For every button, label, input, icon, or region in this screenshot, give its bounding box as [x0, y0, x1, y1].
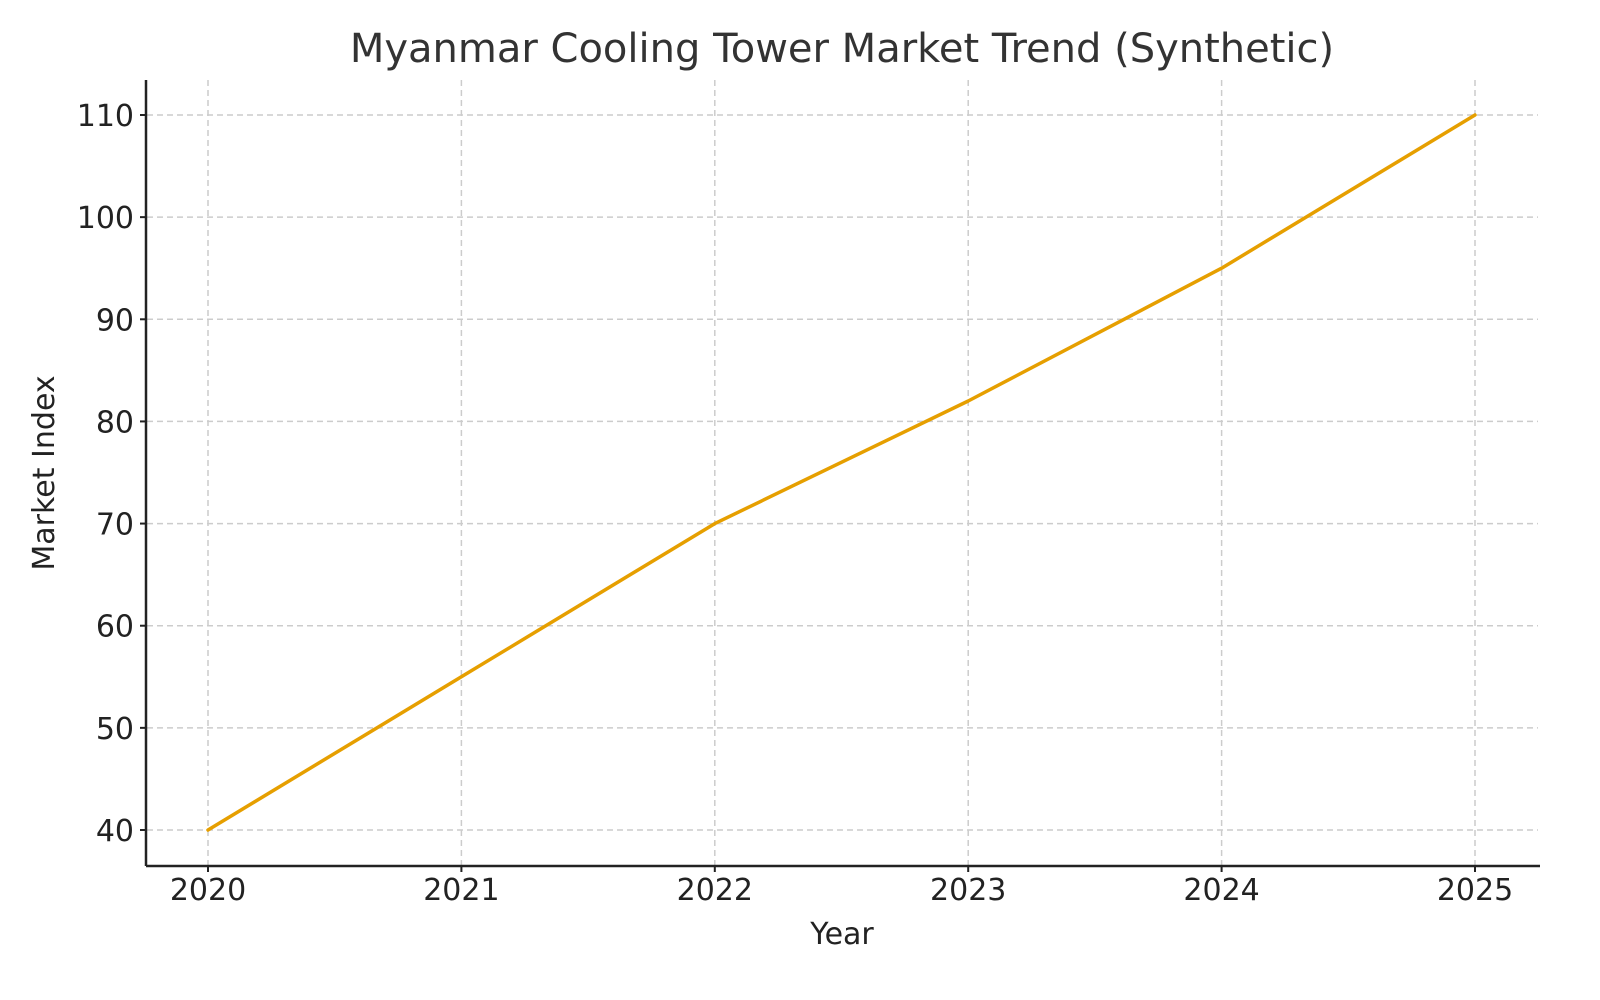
x-tick-label: 2022	[677, 873, 753, 908]
y-tick-label: 100	[77, 201, 134, 236]
data-series	[206, 113, 1477, 832]
x-tick-label: 2021	[423, 873, 499, 908]
x-axis-label: Year	[809, 917, 874, 952]
grid-lines	[147, 80, 1538, 865]
x-tick-label: 2020	[170, 873, 246, 908]
y-tick-label: 70	[96, 508, 134, 543]
y-tick-label: 80	[96, 405, 134, 440]
y-tick-label: 110	[77, 99, 134, 134]
y-tick-label: 90	[96, 303, 134, 338]
x-tick-label: 2025	[1437, 873, 1513, 908]
chart-title: Myanmar Cooling Tower Market Trend (Synt…	[350, 26, 1334, 72]
x-axis-ticks: 2020 2021 2022 2023 2024 2025	[170, 866, 1513, 908]
x-tick-label: 2024	[1183, 873, 1259, 908]
y-tick-label: 50	[96, 712, 134, 747]
y-axis-ticks: 40 50 60 70 80 90 100 110	[77, 99, 146, 849]
y-tick-label: 40	[96, 814, 134, 849]
y-axis-label: Market Index	[27, 375, 62, 570]
x-tick-label: 2023	[930, 873, 1006, 908]
axes	[144, 80, 1540, 868]
series-line	[206, 113, 1477, 832]
y-tick-label: 60	[96, 610, 134, 645]
